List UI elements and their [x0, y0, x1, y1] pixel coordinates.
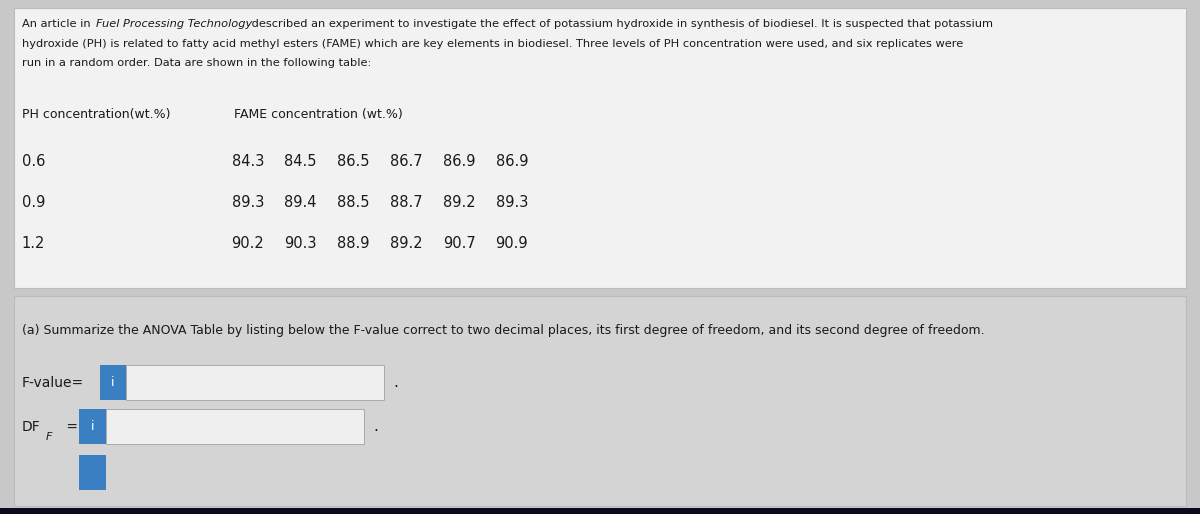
Text: 90.9: 90.9	[496, 236, 528, 251]
Text: 90.7: 90.7	[443, 236, 475, 251]
Text: 89.3: 89.3	[232, 195, 264, 210]
Text: hydroxide (PH) is related to fatty acid methyl esters (FAME) which are key eleme: hydroxide (PH) is related to fatty acid …	[22, 39, 962, 48]
FancyBboxPatch shape	[79, 409, 106, 444]
Text: PH concentration(wt.%): PH concentration(wt.%)	[22, 108, 170, 121]
Text: 86.9: 86.9	[443, 154, 475, 169]
Text: DF: DF	[22, 419, 41, 434]
Text: .: .	[394, 375, 398, 391]
FancyBboxPatch shape	[126, 365, 384, 400]
Text: 89.3: 89.3	[496, 195, 528, 210]
FancyBboxPatch shape	[100, 365, 126, 400]
Text: 89.2: 89.2	[390, 236, 422, 251]
Text: F-value=: F-value=	[22, 376, 84, 390]
FancyBboxPatch shape	[79, 455, 106, 490]
FancyBboxPatch shape	[0, 508, 1200, 514]
Text: (a) Summarize the ANOVA Table by listing below the F-value correct to two decima: (a) Summarize the ANOVA Table by listing…	[22, 324, 984, 337]
Text: 88.5: 88.5	[337, 195, 370, 210]
FancyBboxPatch shape	[14, 296, 1186, 506]
Text: 0.9: 0.9	[22, 195, 44, 210]
Text: 88.7: 88.7	[390, 195, 422, 210]
Text: 86.9: 86.9	[496, 154, 528, 169]
Text: FAME concentration (wt.%): FAME concentration (wt.%)	[234, 108, 403, 121]
Text: described an experiment to investigate the effect of potassium hydroxide in synt: described an experiment to investigate t…	[248, 19, 994, 29]
Text: 90.3: 90.3	[284, 236, 317, 251]
Text: .: .	[373, 419, 378, 434]
Text: 84.5: 84.5	[284, 154, 317, 169]
Text: 0.6: 0.6	[22, 154, 44, 169]
Text: Fuel Processing Technology: Fuel Processing Technology	[96, 19, 252, 29]
Text: F: F	[46, 432, 52, 442]
Text: 88.9: 88.9	[337, 236, 370, 251]
Text: An article in: An article in	[22, 19, 94, 29]
FancyBboxPatch shape	[106, 409, 364, 444]
Text: 84.3: 84.3	[232, 154, 264, 169]
Text: 89.2: 89.2	[443, 195, 475, 210]
Text: i: i	[91, 420, 94, 433]
Text: run in a random order. Data are shown in the following table:: run in a random order. Data are shown in…	[22, 58, 371, 68]
Text: 89.4: 89.4	[284, 195, 317, 210]
Text: 86.7: 86.7	[390, 154, 422, 169]
Text: 86.5: 86.5	[337, 154, 370, 169]
Text: i: i	[112, 376, 114, 390]
Text: 1.2: 1.2	[22, 236, 44, 251]
Text: =: =	[62, 419, 78, 434]
FancyBboxPatch shape	[14, 8, 1186, 288]
Text: 90.2: 90.2	[232, 236, 264, 251]
